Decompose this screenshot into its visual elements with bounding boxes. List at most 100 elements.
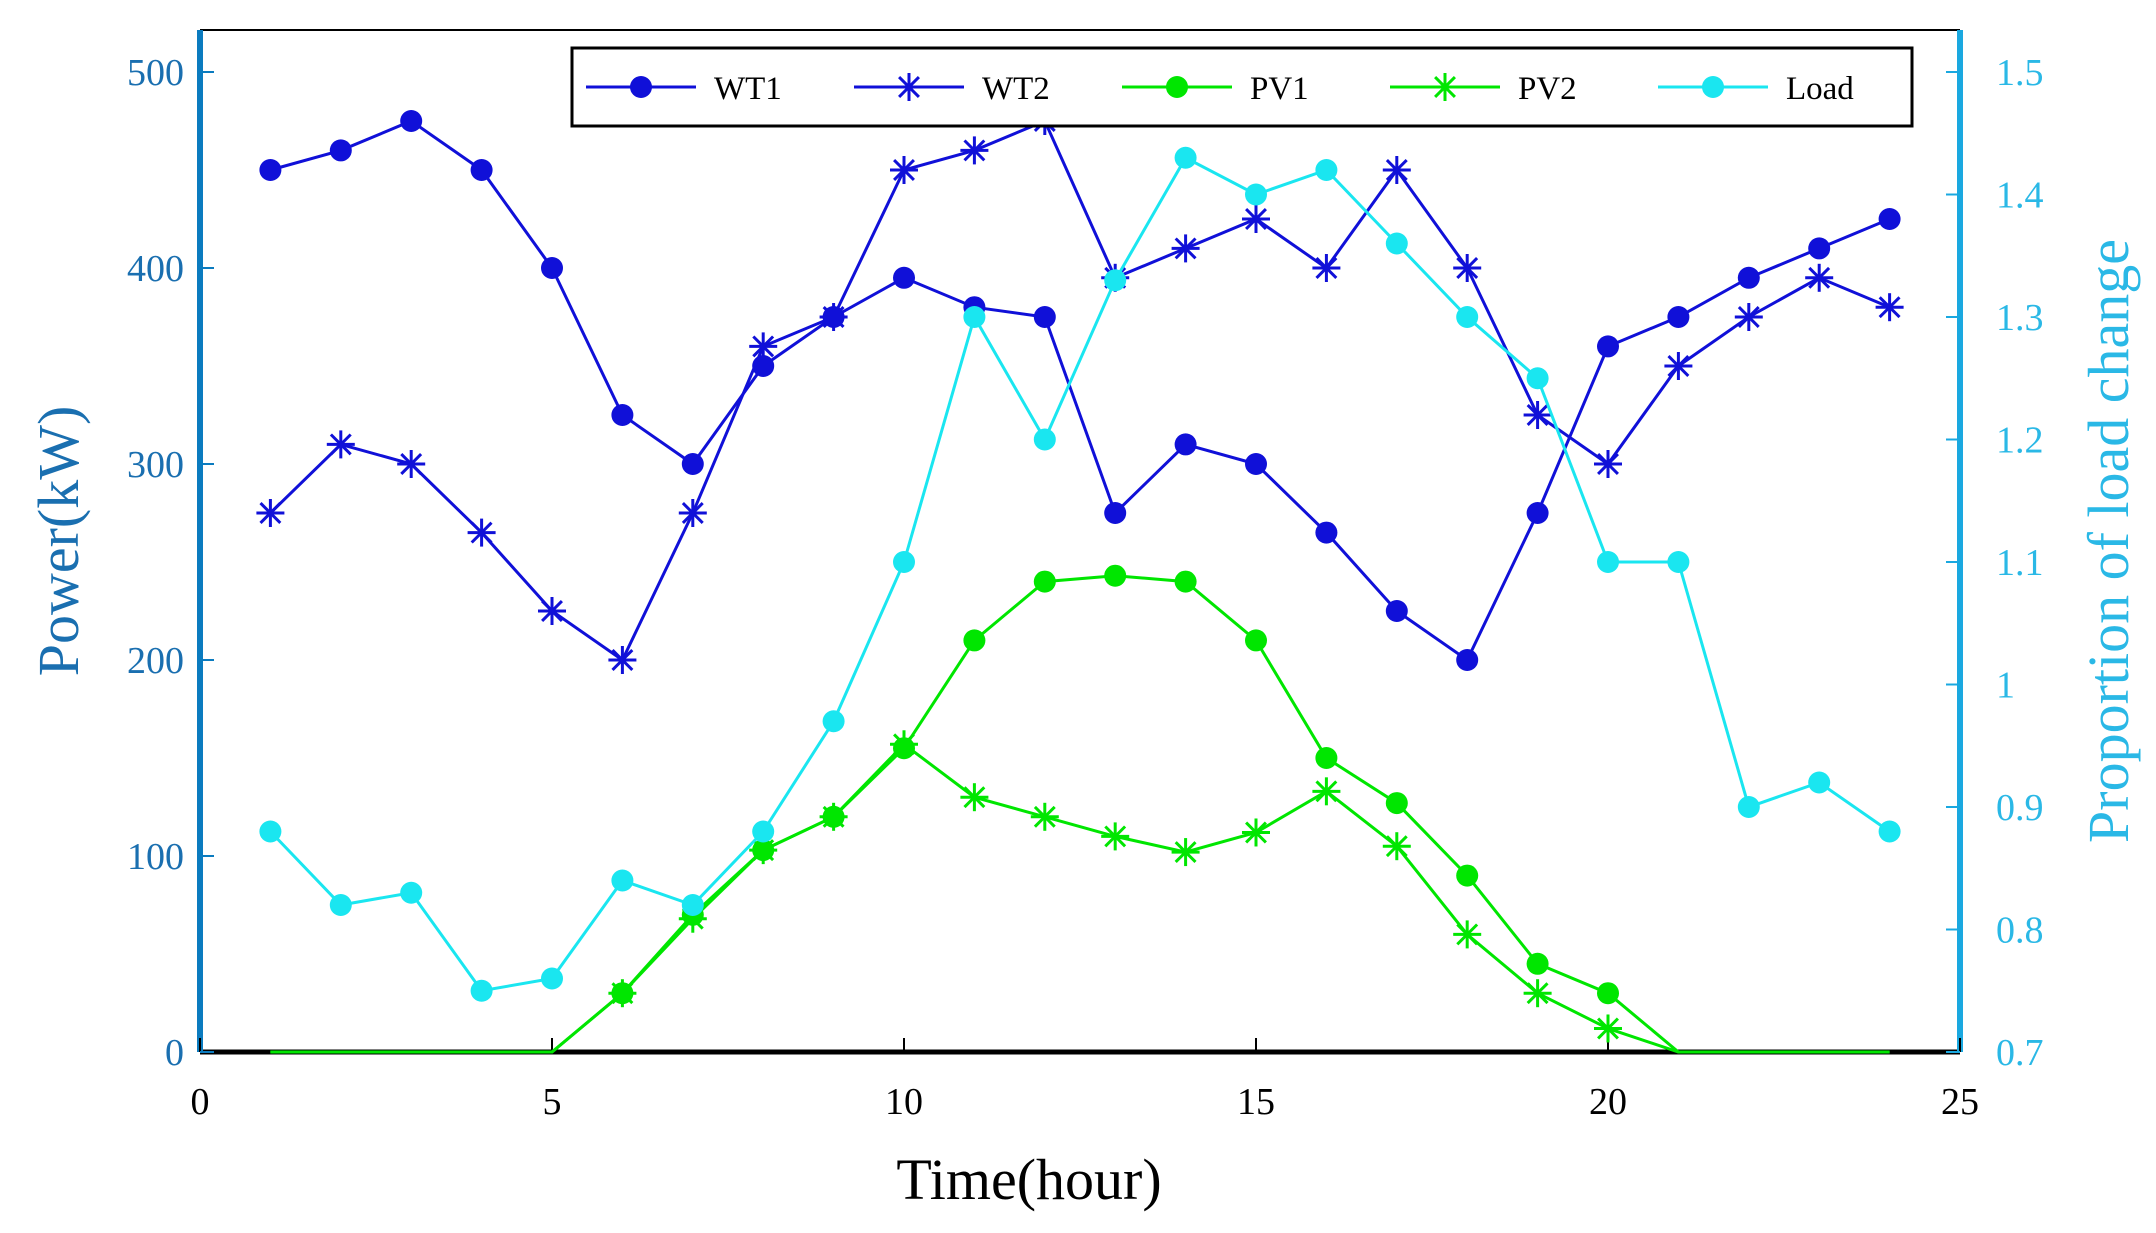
data-point-pv1 — [1104, 564, 1127, 587]
data-point-load — [470, 979, 493, 1002]
data-point-pv2 — [960, 783, 989, 812]
legend-entry-pv2: PV2 — [1390, 71, 1577, 107]
data-point-pv2 — [1382, 832, 1411, 861]
series-load — [259, 146, 1901, 1002]
data-point-load — [1667, 551, 1690, 573]
data-point-load — [541, 967, 563, 990]
right-y-tick-label: 1.1 — [1996, 542, 2044, 584]
data-point-wt1 — [470, 159, 493, 181]
x-tick-label: 20 — [1589, 1081, 1627, 1123]
data-point-load — [822, 710, 845, 733]
legend-marker-wt2 — [895, 73, 923, 101]
data-point-load — [1456, 306, 1479, 328]
data-point-load — [681, 894, 704, 916]
data-point-load — [1737, 796, 1760, 818]
data-point-wt1 — [1737, 266, 1760, 289]
data-point-load — [1245, 183, 1267, 206]
x-tick-label: 0 — [191, 1081, 210, 1123]
data-point-wt2 — [960, 136, 989, 165]
right-y-tick-label: 1.4 — [1996, 175, 2044, 217]
left-y-tick-label: 300 — [127, 444, 184, 486]
data-point-load — [1174, 146, 1197, 169]
data-point-pv2 — [1453, 920, 1482, 949]
data-point-wt1 — [329, 139, 352, 162]
data-point-pv1 — [1385, 792, 1408, 815]
data-point-load — [963, 306, 986, 328]
data-point-load — [1597, 551, 1619, 573]
legend-marker-wt1 — [630, 76, 652, 98]
data-point-wt1 — [611, 404, 634, 426]
left-y-tick-label: 500 — [127, 52, 184, 94]
data-point-pv2 — [1312, 777, 1341, 806]
data-point-load — [1385, 232, 1408, 255]
data-point-wt1 — [259, 159, 282, 181]
data-point-wt1 — [400, 110, 423, 132]
legend-entry-pv1: PV1 — [1122, 71, 1309, 107]
data-point-pv1 — [1245, 629, 1267, 652]
data-point-pv2 — [1030, 802, 1059, 831]
left-y-tick-label: 400 — [127, 248, 184, 290]
data-point-wt2 — [538, 597, 566, 625]
series-wt1 — [259, 110, 1901, 671]
data-point-pv1 — [1315, 747, 1338, 769]
left-y-tick-label: 200 — [127, 640, 184, 682]
data-point-wt2 — [256, 499, 285, 527]
legend-marker-pv1 — [1166, 76, 1188, 98]
data-point-wt2 — [819, 303, 848, 331]
data-point-load — [1526, 367, 1549, 390]
data-point-pv2 — [819, 802, 848, 831]
data-point-pv1 — [1033, 570, 1056, 593]
data-point-load — [893, 551, 915, 573]
data-point-pv2 — [1242, 818, 1270, 847]
data-point-wt2 — [749, 332, 778, 361]
legend-label-load: Load — [1786, 71, 1854, 107]
data-point-load — [1878, 820, 1901, 843]
series-line-load — [269, 155, 1891, 993]
data-point-load — [1033, 428, 1056, 451]
data-point-wt2 — [1453, 254, 1482, 282]
data-point-load — [752, 820, 775, 843]
series-wt2 — [256, 107, 1904, 674]
right-y-tick-label: 1.2 — [1996, 420, 2044, 462]
right-y-axis-label: Proportion of load change — [2076, 239, 2141, 843]
data-point-load — [1808, 771, 1831, 794]
left-y-axis-label: Power(kW) — [26, 406, 91, 677]
data-point-wt2 — [608, 646, 637, 674]
data-point-wt2 — [1734, 303, 1763, 331]
left-y-tick-label: 100 — [127, 836, 184, 878]
data-point-wt2 — [1171, 234, 1200, 263]
series-line-pv2 — [270, 742, 1890, 1054]
data-point-pv2 — [1594, 1014, 1622, 1043]
data-point-wt1 — [1245, 453, 1267, 475]
data-point-wt2 — [678, 499, 707, 527]
right-y-tick-label: 1 — [1996, 665, 2015, 707]
right-y-tick-label: 0.8 — [1996, 910, 2044, 952]
legend-label-wt1: WT1 — [714, 71, 782, 107]
data-point-load — [1104, 269, 1127, 292]
series-line-wt1 — [269, 119, 1891, 663]
data-point-load — [329, 894, 352, 916]
legend-entry-load: Load — [1658, 71, 1854, 107]
data-point-wt1 — [681, 453, 704, 475]
data-point-wt1 — [1174, 433, 1197, 456]
data-point-wt1 — [1315, 521, 1338, 544]
data-point-wt2 — [326, 430, 355, 459]
legend-entry-wt2: WT2 — [854, 71, 1050, 107]
data-point-pv2 — [1523, 979, 1552, 1008]
x-tick-label: 10 — [885, 1081, 923, 1123]
data-point-wt1 — [541, 257, 563, 279]
right-y-tick-label: 0.9 — [1996, 787, 2044, 829]
x-axis-label: Time(hour) — [896, 1147, 1161, 1212]
data-point-pv1 — [1597, 982, 1619, 1005]
data-point-wt2 — [1523, 401, 1552, 429]
data-point-wt2 — [467, 518, 496, 547]
series-layer — [256, 107, 1904, 1054]
data-point-load — [1315, 159, 1338, 181]
legend-label-wt2: WT2 — [982, 71, 1050, 107]
data-point-wt2 — [1594, 450, 1622, 478]
data-point-pv2 — [1101, 822, 1130, 851]
data-point-wt1 — [1667, 306, 1690, 328]
data-point-pv1 — [1456, 864, 1479, 887]
